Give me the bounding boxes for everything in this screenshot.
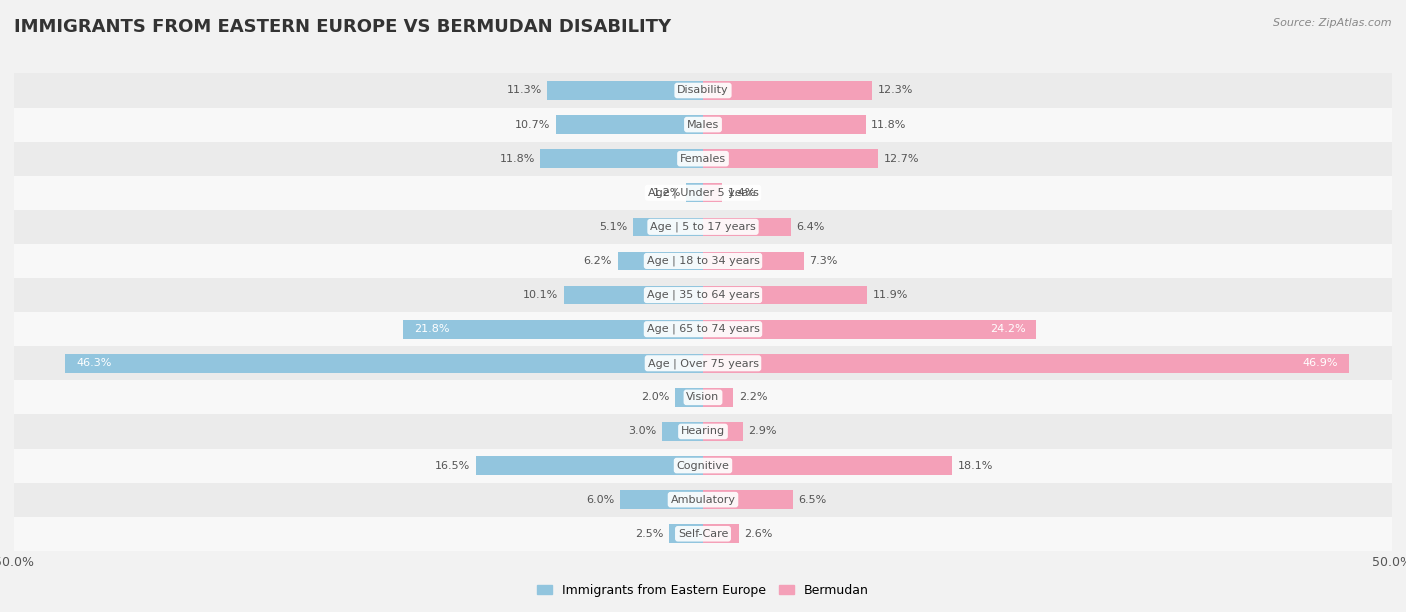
Bar: [14, 449, 1392, 483]
Bar: [14, 244, 1392, 278]
Bar: [14, 176, 1392, 210]
Bar: [14, 380, 1392, 414]
Text: Age | 18 to 34 years: Age | 18 to 34 years: [647, 256, 759, 266]
Text: 10.7%: 10.7%: [515, 119, 550, 130]
Bar: [703, 149, 877, 168]
Bar: [662, 422, 703, 441]
Text: 1.4%: 1.4%: [728, 188, 756, 198]
Bar: [547, 81, 703, 100]
Bar: [14, 210, 1392, 244]
Bar: [564, 286, 703, 304]
Text: 5.1%: 5.1%: [599, 222, 627, 232]
Bar: [14, 414, 1392, 449]
Text: 11.8%: 11.8%: [872, 119, 907, 130]
Text: 3.0%: 3.0%: [628, 427, 657, 436]
Text: 6.2%: 6.2%: [583, 256, 612, 266]
Bar: [703, 456, 952, 475]
Bar: [555, 115, 703, 134]
Bar: [703, 184, 723, 202]
Text: 10.1%: 10.1%: [523, 290, 558, 300]
Bar: [675, 388, 703, 407]
Text: Cognitive: Cognitive: [676, 461, 730, 471]
Text: Age | Over 75 years: Age | Over 75 years: [648, 358, 758, 368]
Bar: [402, 320, 703, 338]
Bar: [617, 252, 703, 271]
Bar: [703, 490, 793, 509]
Bar: [14, 73, 1392, 108]
Text: Vision: Vision: [686, 392, 720, 402]
Bar: [633, 217, 703, 236]
Bar: [703, 524, 738, 543]
Text: 12.3%: 12.3%: [877, 86, 914, 95]
Text: 2.2%: 2.2%: [738, 392, 768, 402]
Text: 12.7%: 12.7%: [883, 154, 920, 163]
Bar: [686, 184, 703, 202]
Bar: [14, 141, 1392, 176]
Bar: [703, 388, 734, 407]
Text: Males: Males: [688, 119, 718, 130]
Bar: [475, 456, 703, 475]
Bar: [703, 81, 873, 100]
Bar: [14, 483, 1392, 517]
Text: 46.3%: 46.3%: [76, 358, 111, 368]
Bar: [703, 252, 804, 271]
Text: Females: Females: [681, 154, 725, 163]
Text: 46.9%: 46.9%: [1303, 358, 1339, 368]
Bar: [14, 312, 1392, 346]
Text: 2.9%: 2.9%: [748, 427, 778, 436]
Bar: [703, 422, 742, 441]
Bar: [703, 217, 792, 236]
Text: 6.0%: 6.0%: [586, 494, 614, 505]
Bar: [620, 490, 703, 509]
Bar: [14, 346, 1392, 380]
Text: 1.2%: 1.2%: [652, 188, 681, 198]
Bar: [14, 108, 1392, 141]
Text: Age | 65 to 74 years: Age | 65 to 74 years: [647, 324, 759, 334]
Text: Age | Under 5 years: Age | Under 5 years: [648, 187, 758, 198]
Text: 2.0%: 2.0%: [641, 392, 669, 402]
Bar: [669, 524, 703, 543]
Text: 11.8%: 11.8%: [499, 154, 534, 163]
Bar: [540, 149, 703, 168]
Text: Age | 35 to 64 years: Age | 35 to 64 years: [647, 290, 759, 300]
Bar: [65, 354, 703, 373]
Text: 24.2%: 24.2%: [990, 324, 1025, 334]
Bar: [14, 278, 1392, 312]
Text: 6.4%: 6.4%: [797, 222, 825, 232]
Text: 21.8%: 21.8%: [413, 324, 449, 334]
Text: 11.9%: 11.9%: [873, 290, 908, 300]
Text: 7.3%: 7.3%: [808, 256, 838, 266]
Legend: Immigrants from Eastern Europe, Bermudan: Immigrants from Eastern Europe, Bermudan: [533, 579, 873, 602]
Text: Hearing: Hearing: [681, 427, 725, 436]
Text: Self-Care: Self-Care: [678, 529, 728, 539]
Bar: [703, 286, 868, 304]
Bar: [703, 320, 1036, 338]
Text: 11.3%: 11.3%: [506, 86, 541, 95]
Text: Ambulatory: Ambulatory: [671, 494, 735, 505]
Bar: [14, 517, 1392, 551]
Text: 16.5%: 16.5%: [434, 461, 470, 471]
Bar: [703, 354, 1350, 373]
Text: Age | 5 to 17 years: Age | 5 to 17 years: [650, 222, 756, 232]
Text: 6.5%: 6.5%: [799, 494, 827, 505]
Text: 2.6%: 2.6%: [744, 529, 773, 539]
Bar: [703, 115, 866, 134]
Text: 2.5%: 2.5%: [634, 529, 664, 539]
Text: Source: ZipAtlas.com: Source: ZipAtlas.com: [1274, 18, 1392, 28]
Text: 18.1%: 18.1%: [957, 461, 993, 471]
Text: Disability: Disability: [678, 86, 728, 95]
Text: IMMIGRANTS FROM EASTERN EUROPE VS BERMUDAN DISABILITY: IMMIGRANTS FROM EASTERN EUROPE VS BERMUD…: [14, 18, 671, 36]
